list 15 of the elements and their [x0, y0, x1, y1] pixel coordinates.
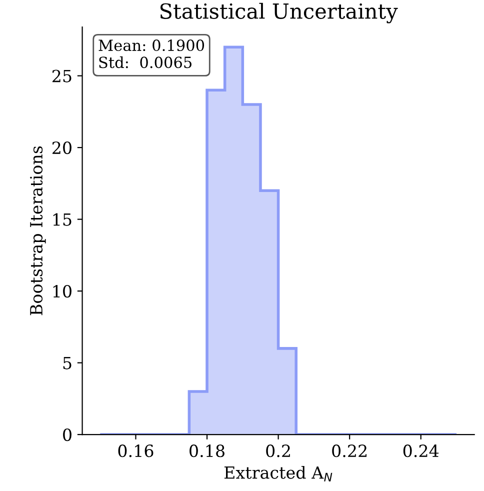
x-tick-label: 0.16: [118, 444, 154, 458]
x-tick-label: 0.24: [403, 444, 439, 458]
x-tick-label: 0.18: [190, 444, 224, 458]
y-tick-label: 5: [63, 356, 72, 370]
y-axis-title: Bootstrap Iterations: [30, 146, 46, 316]
x-tick-label: 0.22: [332, 444, 366, 458]
x-axis-title: Extracted A$_{N}$: [224, 466, 332, 482]
y-tick-label: 15: [53, 213, 72, 226]
y-tick-label: 20: [52, 142, 72, 154]
y-tick-label: 25: [52, 70, 72, 82]
chart-title: Statistical Uncertainty: [160, 2, 398, 24]
y-tick-label: 0: [63, 428, 72, 442]
y-tick-label: 10: [53, 285, 72, 298]
x-tick-label: 0.2: [266, 444, 290, 458]
annotation: Mean: 0.1900 Std: 0.0065: [98, 40, 204, 68]
